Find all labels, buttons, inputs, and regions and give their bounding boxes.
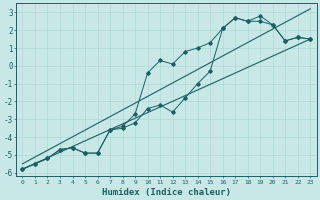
X-axis label: Humidex (Indice chaleur): Humidex (Indice chaleur) bbox=[102, 188, 231, 197]
